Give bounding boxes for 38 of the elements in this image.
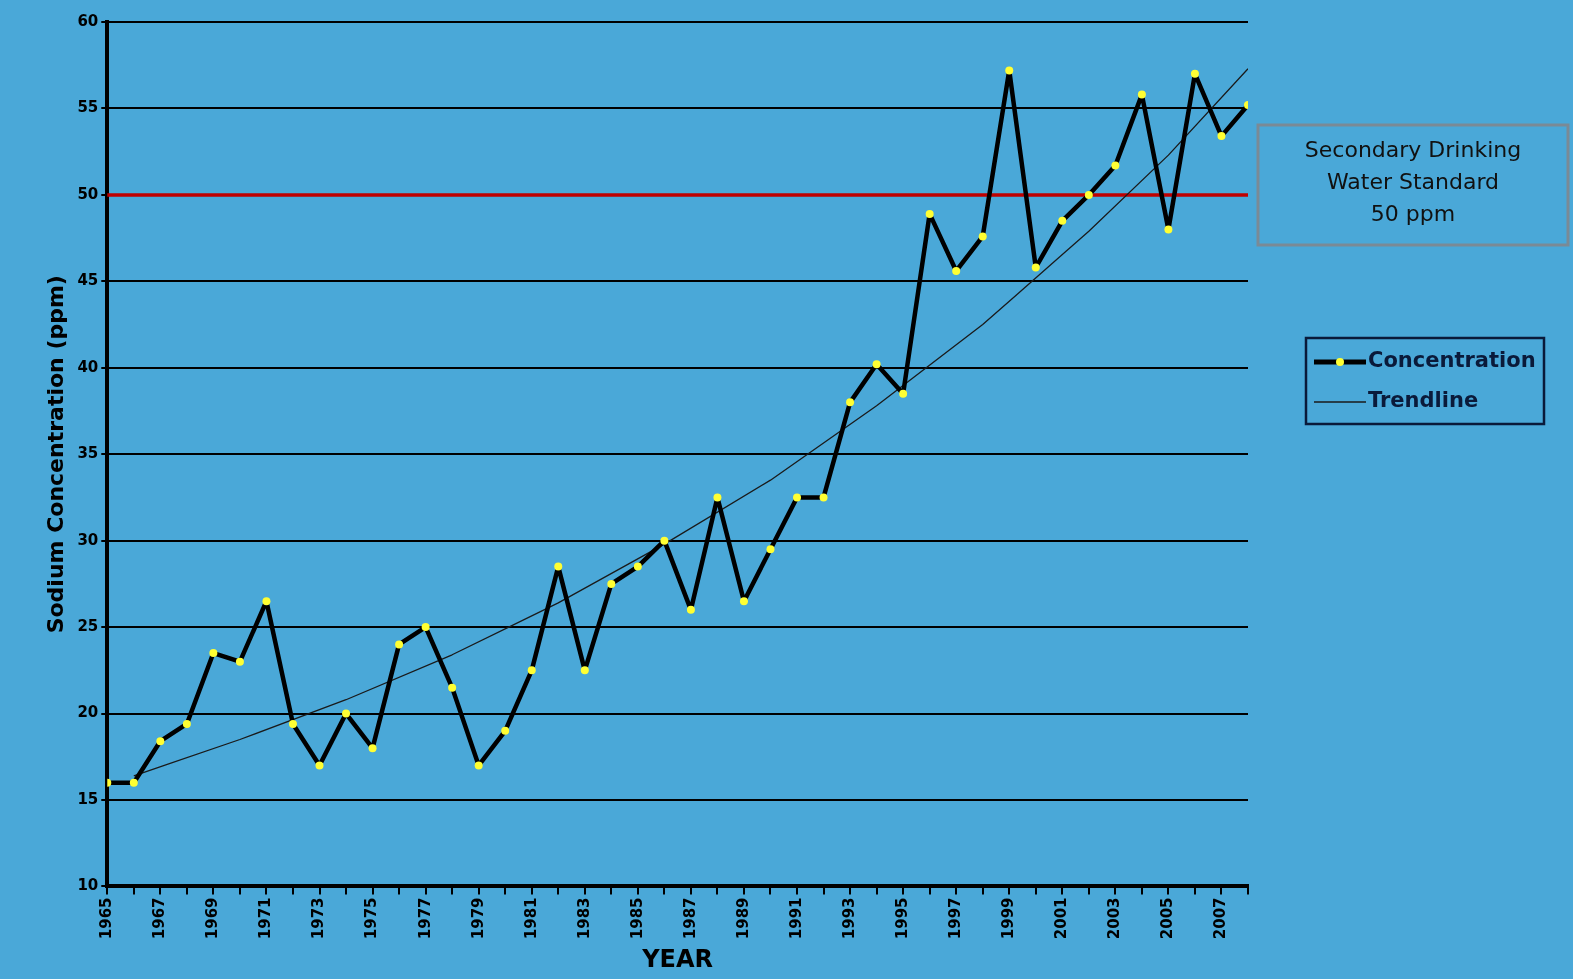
x-tick-label: 2005 xyxy=(1158,897,1177,940)
legend-label: Trendline xyxy=(1368,388,1479,413)
y-tick-label: 35 xyxy=(77,444,99,463)
x-tick-label: 1991 xyxy=(786,897,805,940)
x-tick-label: 1967 xyxy=(150,897,169,940)
x-tick-label: 1981 xyxy=(521,897,540,940)
x-tick-label: 1985 xyxy=(627,897,646,940)
x-tick-label: 1999 xyxy=(999,897,1018,940)
y-tick-label: 30 xyxy=(77,530,99,549)
x-tick-label: 1965 xyxy=(97,897,116,940)
y-tick-label: 60 xyxy=(77,11,99,30)
x-tick-label: 2003 xyxy=(1105,897,1124,940)
x-tick-label: 1975 xyxy=(362,897,381,940)
legend-label: Concentration xyxy=(1368,348,1536,373)
x-tick-label: 1969 xyxy=(203,897,222,940)
x-tick-label: 1987 xyxy=(680,897,699,940)
ref-line-label: Secondary Drinking Water Standard 50 ppm xyxy=(1304,136,1522,226)
y-tick-label: 55 xyxy=(77,98,99,117)
x-tick-label: 2001 xyxy=(1052,897,1071,940)
x-tick-label: 2007 xyxy=(1211,897,1230,940)
x-tick-label: 1979 xyxy=(468,897,487,940)
y-tick-label: 25 xyxy=(77,617,99,636)
y-tick-label: 50 xyxy=(77,184,99,203)
x-tick-label: 1971 xyxy=(256,897,275,940)
x-tick-label: 1983 xyxy=(574,897,593,940)
x-tick-label: 1989 xyxy=(733,897,752,940)
y-tick-label: 15 xyxy=(77,789,99,808)
y-tick-label: 40 xyxy=(77,357,99,376)
y-tick-label: 10 xyxy=(77,876,99,895)
x-tick-label: 1973 xyxy=(309,897,328,940)
y-tick-label: 45 xyxy=(77,271,99,290)
x-tick-label: 1997 xyxy=(946,897,965,940)
x-tick-label: 1977 xyxy=(415,897,434,940)
x-axis-title: YEAR xyxy=(641,944,714,973)
y-axis-title: Sodium Concentration (ppm) xyxy=(42,275,68,634)
x-tick-label: 1995 xyxy=(893,897,912,940)
y-tick-label: 20 xyxy=(77,703,99,722)
x-tick-label: 1993 xyxy=(839,897,858,940)
